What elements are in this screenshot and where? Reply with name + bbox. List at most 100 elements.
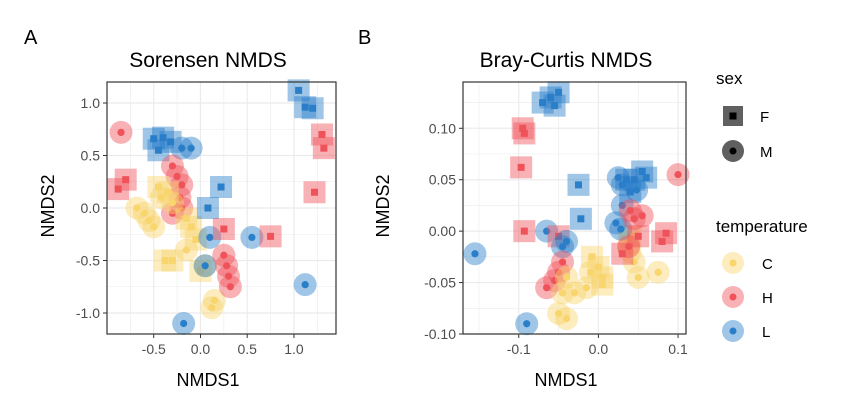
point-square-center [217,183,225,191]
plot-border-b [462,81,687,335]
point-circle-center [168,209,177,217]
point-square-center [295,86,303,94]
point-circle-center [558,258,567,266]
legend-label-m: M [760,144,773,161]
point-circle-center [208,304,216,312]
point-circle-center [558,289,567,297]
point-square-center [192,236,200,243]
point-square-center [114,185,122,193]
data-point [555,307,579,331]
point-square-center [168,257,176,264]
point-circle-center [638,212,646,220]
data-point [142,215,166,239]
point-square-center [662,229,670,237]
y-tick-label: -0.10 [424,326,456,342]
x-axis-label-b: NMDS1 [534,370,597,390]
point-circle-center [586,268,595,276]
data-point [567,173,590,196]
panel-label-b: B [358,27,371,49]
point-square-center [204,204,212,212]
data-point [622,250,646,274]
point-square-center [555,232,563,240]
data-point [555,229,579,253]
point-circle-center [654,268,662,276]
point-circle-center [150,223,158,231]
point-circle-center [554,268,563,276]
point-square-center [594,263,602,271]
y-tick-label: -1.0 [76,305,100,321]
point-square-center [588,253,596,261]
legend-item-temp-h: H [722,286,773,308]
data-point [170,136,194,160]
data-point [142,127,165,150]
point-square-center [154,183,162,191]
panel-a: A Sorensen NMDS NMDS1 NMDS2 -0.5 0.0 0.5 1.… [24,27,337,390]
point-circle-center [554,309,563,318]
point-circle-center [617,225,625,233]
point-circle-center [187,144,195,152]
data-point [170,173,194,197]
data-point [515,312,539,336]
point-circle-center [630,258,638,266]
data-point [617,235,641,259]
point-square-center [574,181,582,189]
point-circle-center [674,170,682,179]
point-circle-center [168,162,177,170]
legend-item-temp-c: C [722,252,773,274]
data-point [574,276,598,300]
point-square-center [320,144,328,152]
data-point [551,281,575,305]
legend-key-circle-center [729,147,737,155]
y-tick-label: 0.00 [429,223,456,239]
data-point [551,250,575,274]
y-axis-label-b: NMDS2 [373,174,393,237]
data-point [153,249,176,272]
legend-key-l-center [729,327,737,335]
data-point [147,139,170,162]
y-tick-label: 0.0 [81,200,101,216]
y-tick-label: 1.0 [81,95,101,111]
point-square-center [520,227,528,235]
y-tick-label: -0.5 [76,253,100,269]
data-point [174,238,198,262]
point-square-center [622,176,630,184]
legend: sex F M temperature C H L [716,69,808,342]
chart-title-a: Sorensen NMDS [129,49,287,72]
point-circle-center [157,193,165,202]
point-circle-center [582,284,591,292]
point-square-center [555,88,563,96]
data-point [147,176,170,198]
x-tick-label: 1.0 [284,341,304,357]
point-square-center [539,99,547,107]
point-square-center [267,232,275,240]
data-point [107,178,130,201]
point-square-center [122,176,130,184]
point-circle-center [210,296,219,304]
point-circle-center [220,251,228,259]
data-point [310,123,333,146]
legend-title-sex: sex [716,69,743,88]
point-circle-center [168,199,177,207]
point-circle-center [633,186,641,194]
point-circle-center [182,246,191,254]
data-point [627,225,650,248]
data-point [160,201,184,225]
y-tick-label: 0.10 [429,120,456,136]
point-circle-center [523,320,531,328]
y-tick-label: -0.05 [424,275,456,291]
x-tick-label: 0.5 [237,341,257,357]
point-square-center [634,232,642,240]
data-point [591,266,614,289]
point-square-center [551,102,559,110]
x-tick-label: 0.0 [589,341,609,357]
chart-title-b: Bray-Curtis NMDS [480,49,653,72]
point-square-center [311,188,319,196]
legend-label-h: H [762,290,773,307]
panel-label-a: A [24,27,38,49]
point-circle-center [301,281,309,289]
point-circle-center [223,262,231,270]
legend-key-square-center [729,112,737,120]
point-circle-center [176,193,184,202]
data-point [547,81,570,104]
point-circle-center [543,227,551,235]
